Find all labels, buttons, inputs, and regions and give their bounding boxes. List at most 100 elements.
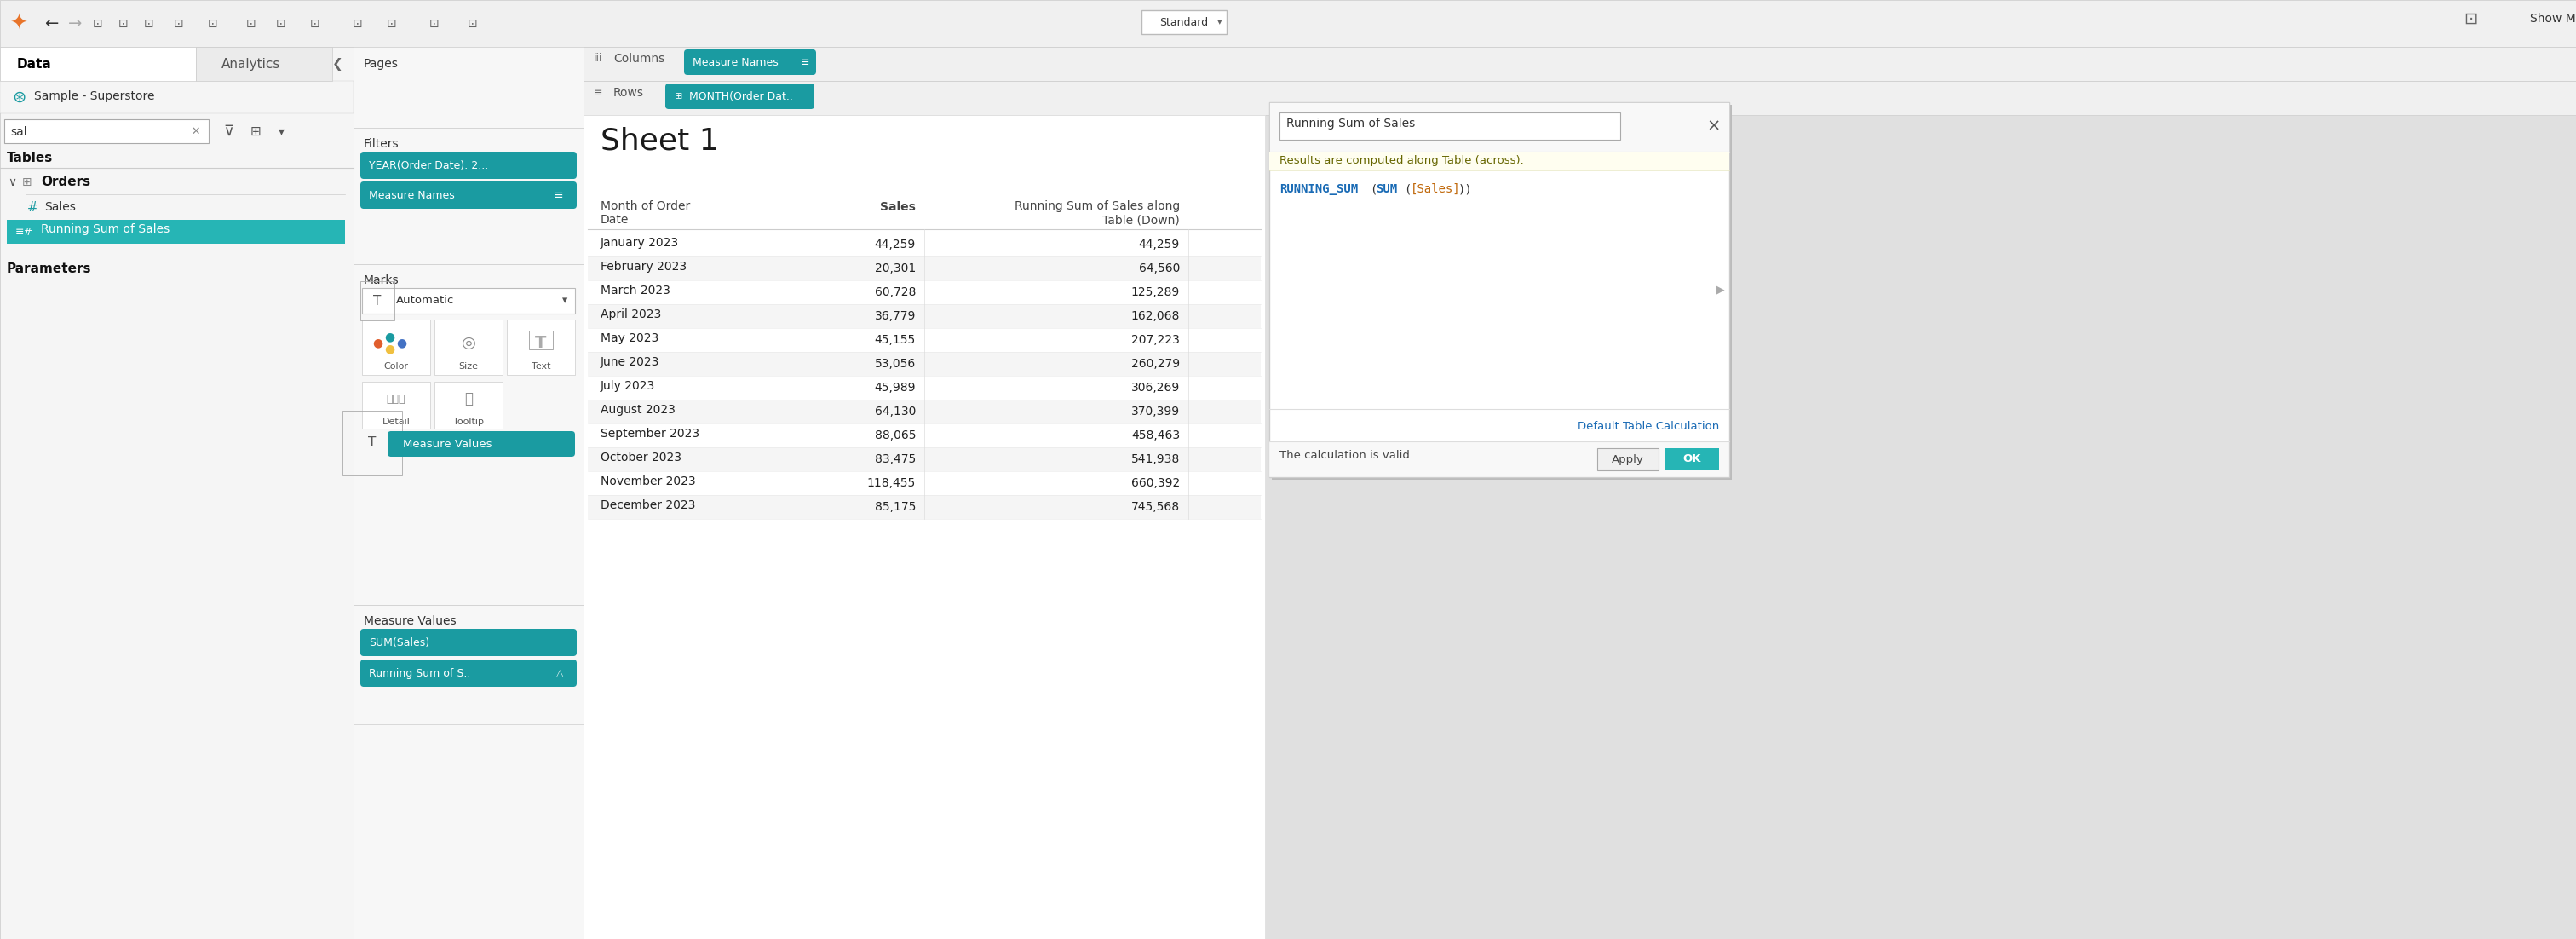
- FancyBboxPatch shape: [361, 629, 577, 656]
- Text: 44,259: 44,259: [876, 239, 914, 251]
- Text: ≡: ≡: [801, 56, 809, 68]
- Bar: [0, 47, 353, 939]
- Text: Running Sum of S..: Running Sum of S..: [368, 668, 471, 679]
- Bar: [1597, 448, 1659, 470]
- Text: Date: Date: [600, 214, 629, 225]
- Text: Automatic: Automatic: [397, 295, 453, 306]
- Text: ⊡: ⊡: [469, 18, 477, 30]
- Text: ▾: ▾: [1218, 18, 1221, 26]
- Text: 45,989: 45,989: [873, 382, 914, 393]
- FancyBboxPatch shape: [361, 659, 577, 686]
- Text: ⊡: ⊡: [247, 18, 255, 30]
- Text: [Sales]: [Sales]: [1412, 183, 1461, 195]
- Text: Pages: Pages: [363, 58, 399, 69]
- Text: 88,065: 88,065: [873, 429, 914, 441]
- Text: (: (: [1404, 183, 1412, 195]
- Bar: [587, 304, 1260, 328]
- Text: ⊡: ⊡: [93, 18, 103, 30]
- Text: ⊡: ⊡: [209, 18, 219, 30]
- Text: ⊞: ⊞: [250, 125, 260, 138]
- Text: SUM: SUM: [1376, 183, 1396, 195]
- Bar: [363, 319, 430, 375]
- Text: Data: Data: [18, 58, 52, 70]
- Text: 20,301: 20,301: [876, 262, 914, 274]
- Text: ⊡: ⊡: [276, 18, 286, 30]
- Text: Measure Values: Measure Values: [402, 439, 492, 450]
- Text: 370,399: 370,399: [1131, 406, 1180, 418]
- Text: ≡: ≡: [554, 189, 564, 201]
- Text: Apply: Apply: [1613, 454, 1643, 465]
- Bar: [435, 319, 502, 375]
- Text: ◎: ◎: [461, 334, 477, 350]
- Text: 64,560: 64,560: [1139, 262, 1180, 274]
- Text: ✦: ✦: [10, 14, 28, 34]
- Bar: [0, 47, 196, 81]
- Text: November 2023: November 2023: [600, 475, 696, 487]
- Text: Standard: Standard: [1159, 17, 1208, 27]
- Bar: [196, 47, 332, 81]
- Bar: [353, 605, 585, 724]
- Text: Measure Values: Measure Values: [363, 615, 456, 627]
- Text: 64,130: 64,130: [873, 406, 914, 418]
- Text: Filters: Filters: [363, 138, 399, 150]
- Text: Tables: Tables: [8, 152, 54, 164]
- Text: sal: sal: [10, 126, 26, 138]
- Text: Rows: Rows: [613, 87, 644, 99]
- Text: Analytics: Analytics: [222, 58, 281, 70]
- Text: Sales: Sales: [44, 201, 75, 213]
- Text: Default Table Calculation: Default Table Calculation: [1577, 421, 1718, 432]
- Text: Show Me: Show Me: [2530, 13, 2576, 24]
- Bar: [5, 119, 209, 143]
- Text: Tooltip: Tooltip: [453, 418, 484, 426]
- Text: #: #: [26, 202, 39, 214]
- Bar: [587, 495, 1260, 519]
- Bar: [587, 447, 1260, 471]
- Text: 118,455: 118,455: [868, 477, 914, 489]
- Text: Sheet 1: Sheet 1: [600, 126, 719, 155]
- Text: 162,068: 162,068: [1131, 310, 1180, 322]
- Bar: [585, 115, 1265, 939]
- Text: Measure Names: Measure Names: [368, 190, 456, 201]
- Text: Results are computed along Table (across).: Results are computed along Table (across…: [1280, 155, 1525, 166]
- Text: 745,568: 745,568: [1131, 501, 1180, 513]
- Text: ×: ×: [1708, 118, 1721, 134]
- Text: 💬: 💬: [464, 392, 474, 407]
- Text: →: →: [67, 16, 82, 32]
- Text: Orders: Orders: [41, 176, 90, 189]
- Text: ⦁⦁⦁: ⦁⦁⦁: [386, 393, 404, 405]
- Text: T: T: [368, 437, 376, 450]
- Text: Running Sum of Sales: Running Sum of Sales: [1285, 117, 1414, 130]
- Text: ⊡: ⊡: [2463, 10, 2478, 27]
- Bar: [585, 81, 2576, 115]
- Text: 36,779: 36,779: [873, 310, 914, 322]
- Text: February 2023: February 2023: [600, 261, 688, 272]
- Text: )): )): [1458, 183, 1473, 195]
- Text: ●: ●: [384, 343, 394, 354]
- Text: January 2023: January 2023: [600, 237, 680, 249]
- Text: 660,392: 660,392: [1131, 477, 1180, 489]
- Bar: [353, 264, 585, 605]
- Text: ←: ←: [44, 16, 59, 32]
- Text: Month of Order: Month of Order: [600, 200, 690, 212]
- Bar: [0, 0, 2576, 47]
- Text: October 2023: October 2023: [600, 452, 683, 464]
- Text: ⊽: ⊽: [224, 124, 234, 139]
- Bar: [1280, 113, 1620, 140]
- Text: Sample - Superstore: Sample - Superstore: [33, 90, 155, 102]
- Bar: [1270, 441, 1728, 477]
- Text: ▾: ▾: [562, 295, 567, 306]
- Text: iii: iii: [592, 53, 603, 64]
- Bar: [1270, 152, 1728, 170]
- Text: ⊞: ⊞: [675, 92, 683, 100]
- Text: ●: ●: [384, 331, 394, 343]
- Text: YEAR(Order Date): 2...: YEAR(Order Date): 2...: [368, 161, 489, 171]
- Bar: [1270, 102, 1728, 152]
- Text: MONTH(Order Dat..: MONTH(Order Dat..: [690, 91, 793, 102]
- Bar: [353, 47, 585, 128]
- Bar: [0, 81, 353, 114]
- Bar: [363, 382, 430, 428]
- Text: May 2023: May 2023: [600, 332, 659, 345]
- Text: 207,223: 207,223: [1131, 334, 1180, 346]
- Text: 45,155: 45,155: [876, 334, 914, 346]
- FancyBboxPatch shape: [665, 84, 814, 109]
